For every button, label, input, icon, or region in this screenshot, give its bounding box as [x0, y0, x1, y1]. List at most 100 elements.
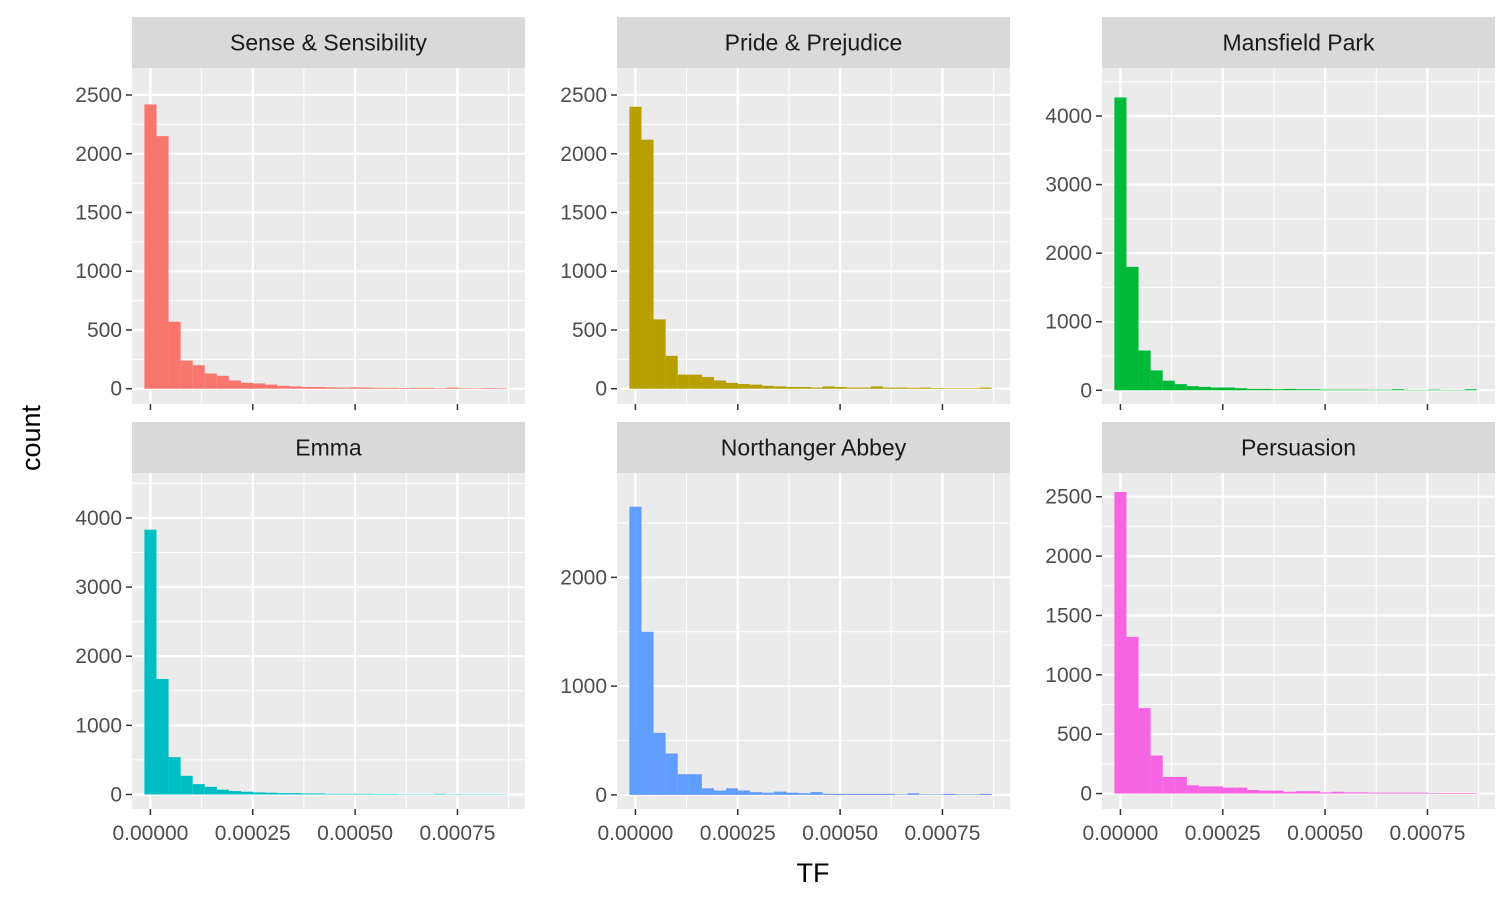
histogram-bar [677, 374, 690, 389]
x-tick-label: 0.00050 [317, 822, 393, 845]
y-tick-label: 500 [572, 319, 607, 342]
y-tick-label: 2000 [75, 143, 122, 166]
facet-strip-label: Northanger Abbey [721, 435, 907, 461]
histogram-bar [398, 388, 411, 389]
histogram-bar [943, 793, 956, 795]
histogram-bar [313, 793, 326, 795]
x-tick-label: 0.00025 [215, 822, 291, 845]
histogram-bar [482, 388, 495, 389]
y-tick-label: 1000 [560, 260, 607, 283]
x-tick-label: 0.00075 [419, 822, 495, 845]
histogram-bar [629, 506, 642, 795]
histogram-bar [798, 793, 811, 795]
histogram-bar [1235, 787, 1248, 794]
histogram-bar [774, 791, 787, 795]
histogram-bar [1271, 389, 1284, 391]
histogram-bar [253, 792, 266, 795]
histogram-bar [349, 387, 362, 389]
histogram-bar [1186, 386, 1199, 391]
histogram-bar [653, 319, 666, 389]
histogram-bar [1114, 491, 1127, 794]
histogram-bar [713, 790, 727, 795]
x-tick-label: 0.00075 [904, 822, 980, 845]
histogram-bar [919, 794, 932, 795]
histogram-bar [1331, 389, 1344, 391]
y-axis-title: count [16, 404, 46, 471]
histogram-bar [1368, 389, 1381, 391]
histogram-bar [216, 375, 229, 389]
histogram-bar [677, 774, 690, 795]
histogram-bar [1307, 791, 1320, 794]
histogram-bar [1271, 790, 1284, 794]
histogram-bar [1392, 389, 1405, 391]
histogram-bar [1307, 389, 1320, 391]
histogram-bar [1428, 792, 1441, 794]
histogram-bar [1343, 389, 1356, 391]
histogram-bar [301, 793, 314, 795]
x-tick-label: 0.00000 [1082, 822, 1158, 845]
y-tick-label: 0 [1080, 379, 1092, 402]
facet-strip-label: Emma [295, 435, 362, 461]
histogram-bar [641, 139, 654, 389]
y-tick-label: 0 [110, 378, 122, 401]
y-tick-label: 2000 [560, 566, 607, 589]
histogram-bar [979, 387, 992, 389]
panel-background [617, 68, 1010, 404]
histogram-bar [1150, 755, 1163, 794]
histogram-bar [1331, 791, 1344, 794]
y-tick-label: 1000 [75, 714, 122, 737]
histogram-bar [665, 355, 678, 389]
histogram-bar [241, 382, 254, 389]
histogram-bar [349, 793, 362, 795]
panel-background [1102, 473, 1495, 809]
histogram-bar [846, 387, 859, 389]
histogram-bar [446, 387, 459, 389]
panel-emma: Emma 0 1000 2000 3000 4000 0.00000 0.00025 0.000… [75, 422, 525, 845]
facet-strip-label: Sense & Sensibility [230, 30, 427, 56]
histogram-bar [1295, 791, 1308, 794]
histogram-bar [1198, 386, 1212, 391]
histogram-bar [168, 757, 181, 795]
x-tick-label: 0.00025 [700, 822, 776, 845]
histogram-bar [1211, 387, 1224, 391]
y-tick-label: 2500 [75, 84, 122, 107]
histogram-bar [774, 386, 787, 389]
histogram-bar [786, 792, 799, 795]
histogram-bar [701, 376, 714, 389]
histogram-bar [1247, 388, 1260, 391]
histogram-bar [1247, 790, 1260, 794]
y-tick-label: 2000 [1045, 242, 1092, 265]
histogram-bar [858, 387, 871, 389]
histogram-bar [265, 384, 278, 389]
histogram-bar [689, 374, 702, 389]
histogram-bar [434, 793, 447, 795]
histogram-bar [1404, 792, 1417, 794]
y-tick-label: 500 [87, 319, 122, 342]
histogram-bar [762, 385, 775, 389]
histogram-bar [325, 793, 338, 795]
histogram-bar [846, 793, 859, 795]
histogram-bar [726, 382, 739, 389]
histogram-bar [204, 786, 217, 795]
histogram-bar [1162, 776, 1175, 794]
facet-strip [132, 17, 525, 68]
histogram-bar [1186, 785, 1199, 794]
histogram-bar [1138, 708, 1151, 794]
histogram-bar [1138, 350, 1151, 391]
histogram-bar [361, 387, 374, 389]
histogram-bar [434, 388, 447, 389]
histogram-bar [337, 387, 350, 389]
histogram-bar [1464, 389, 1477, 391]
histogram-bar [883, 793, 896, 795]
histogram-bar [750, 384, 763, 389]
histogram-bar [955, 794, 968, 795]
histogram-bar [834, 386, 847, 389]
histogram-bar [701, 788, 714, 795]
x-tick-label: 0.00050 [1287, 822, 1363, 845]
histogram-bar [641, 631, 654, 795]
y-tick-label: 2000 [75, 645, 122, 668]
histogram-bar [192, 365, 205, 389]
histogram-bar [337, 793, 350, 795]
y-tick-label: 4000 [1045, 105, 1092, 128]
